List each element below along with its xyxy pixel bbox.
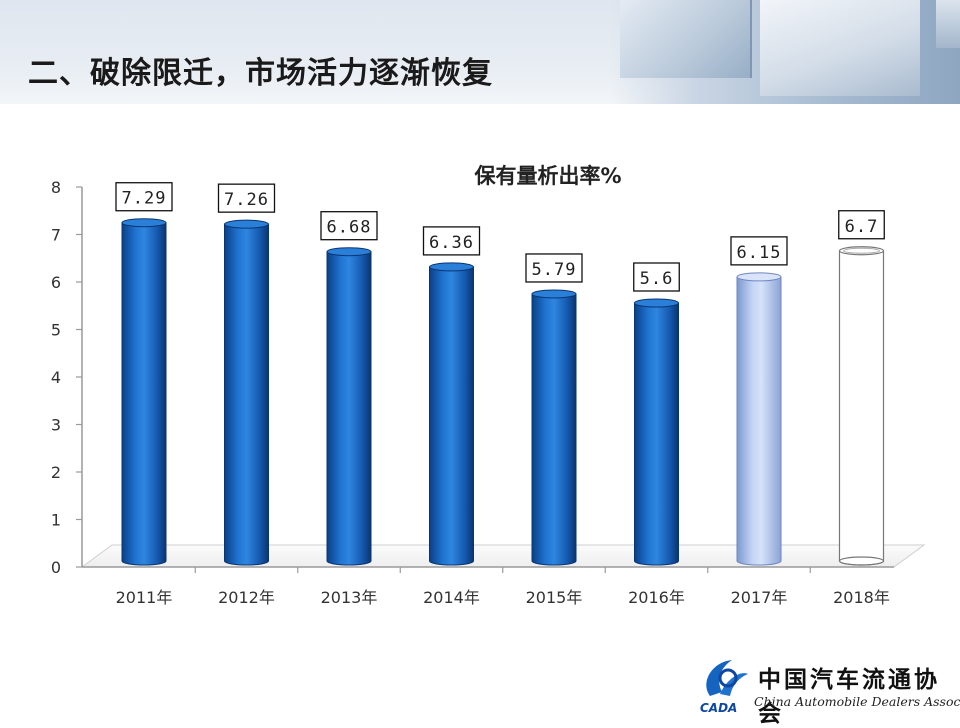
chart-bars <box>121 218 885 566</box>
bar-body <box>736 276 782 566</box>
x-tick-label: 2013年 <box>321 588 378 607</box>
data-label-text: 6.7 <box>845 217 879 237</box>
bar-body <box>224 223 269 566</box>
logo-english-name: China Automobile Dealers Association <box>754 694 960 709</box>
bar-body <box>838 250 885 566</box>
x-tick-label: 2014年 <box>423 588 480 607</box>
chart-bar-2015年 <box>531 289 577 566</box>
data-label-2013年: 6.68 <box>320 211 378 241</box>
cada-logo: CADA 中国汽车流通协会 China Automobile Dealers A… <box>696 652 960 727</box>
bar-body <box>531 293 577 566</box>
chart-bar-2013年 <box>326 247 372 566</box>
chart-bar-2012年 <box>224 219 269 566</box>
data-label-2018年: 6.7 <box>838 210 885 240</box>
data-label-box <box>422 226 481 256</box>
data-label-box <box>633 262 680 292</box>
data-label-box <box>838 210 885 240</box>
data-label-2011年: 7.29 <box>115 182 173 212</box>
bar-body <box>121 222 167 566</box>
data-label-2012年: 7.26 <box>217 183 276 213</box>
bar-top <box>326 247 372 257</box>
bar-body <box>429 266 474 566</box>
data-label-text: 7.29 <box>122 189 167 209</box>
bar-top <box>121 218 167 228</box>
y-tick-label: 1 <box>51 511 61 530</box>
x-tick-label: 2011年 <box>116 588 173 607</box>
x-tick-label: 2016年 <box>628 588 685 607</box>
data-label-2015年: 5.79 <box>525 253 583 283</box>
chart-bar-2011年 <box>121 218 167 566</box>
chart-bar-2018年 <box>838 246 885 566</box>
decorative-cube <box>760 0 920 96</box>
data-label-box <box>115 182 173 212</box>
data-label-text: 6.15 <box>737 243 782 263</box>
x-tick-label: 2017年 <box>731 588 788 607</box>
chart-bar-2017年 <box>736 272 782 566</box>
data-label-2017年: 6.15 <box>730 236 788 266</box>
chart-bar-2016年 <box>634 298 679 566</box>
chart-axes: 0 1 2 3 4 5 6 7 8 2011年 2012年 2013年 2014年 2015年 2016年 2… <box>51 178 926 607</box>
data-label-text: 5.6 <box>640 269 674 289</box>
y-tick-label: 4 <box>51 368 61 387</box>
cada-logo-mark-icon: CADA <box>700 660 748 715</box>
bar-top <box>224 219 269 229</box>
bar-body <box>634 302 679 566</box>
slide-title: 二、破除限迁，市场活力逐渐恢复 <box>28 56 493 91</box>
y-tick-label: 2 <box>51 463 61 482</box>
y-tick-label: 6 <box>51 273 61 292</box>
bar-top <box>634 298 679 308</box>
svg-text:CADA: CADA <box>700 701 737 715</box>
data-label-text: 7.26 <box>224 190 269 210</box>
slide-header <box>0 0 960 104</box>
bar-top-inner <box>843 247 880 254</box>
bar-body <box>326 251 372 566</box>
decorative-cube <box>936 0 960 48</box>
data-label-box <box>730 236 788 266</box>
chart-floor <box>80 544 926 568</box>
x-tick-label: 2012年 <box>218 588 275 607</box>
data-label-text: 6.36 <box>429 233 474 253</box>
data-label-box <box>217 183 276 213</box>
y-tick-label: 8 <box>51 178 61 197</box>
data-label-2016年: 5.6 <box>633 262 680 292</box>
chart-title: 保有量析出率% <box>473 164 621 188</box>
data-label-text: 5.79 <box>532 260 577 280</box>
data-label-box <box>320 211 378 241</box>
y-tick-label: 3 <box>51 416 61 435</box>
data-label-box <box>525 253 583 283</box>
chart-data-labels: 7.29 7.26 6.68 6.36 5.79 5.6 6.15 6.7 <box>115 182 885 292</box>
y-tick-label: 5 <box>51 321 61 340</box>
bar-top <box>736 272 782 282</box>
data-label-text: 6.68 <box>327 218 372 238</box>
data-label-2014年: 6.36 <box>422 226 481 256</box>
x-tick-label: 2015年 <box>526 588 583 607</box>
bar-top <box>531 289 577 299</box>
bar-top <box>429 262 474 272</box>
chart-bar-2014年 <box>429 262 474 566</box>
y-tick-label: 0 <box>51 558 61 577</box>
decorative-cube <box>620 0 752 78</box>
bar-base <box>838 556 885 566</box>
y-tick-label: 7 <box>51 226 61 245</box>
x-tick-label: 2018年 <box>833 588 890 607</box>
